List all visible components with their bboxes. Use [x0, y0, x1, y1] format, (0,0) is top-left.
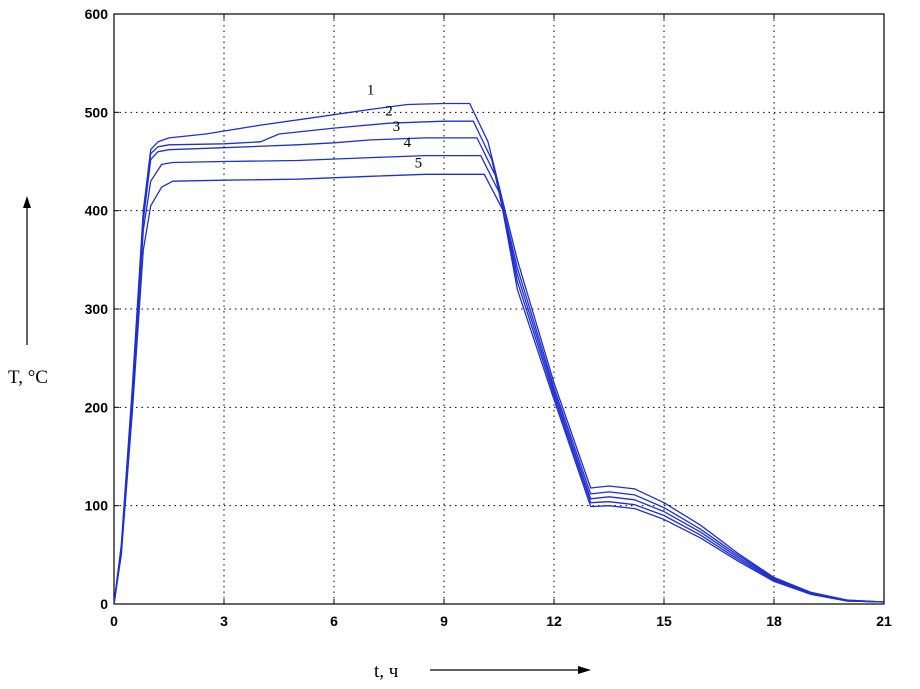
x-tick-label-0: 0: [110, 613, 118, 629]
x-tick-label-6: 6: [330, 613, 338, 629]
x-axis-arrow-head: [578, 666, 591, 674]
x-tick-label-9: 9: [440, 613, 448, 629]
y-tick-label-300: 300: [85, 301, 109, 317]
y-tick-label-100: 100: [85, 498, 109, 514]
y-tick-label-600: 600: [85, 6, 109, 22]
x-tick-label-12: 12: [546, 613, 562, 629]
series-label-1: 1: [367, 83, 375, 99]
y-tick-label-0: 0: [100, 596, 108, 612]
y-axis-label: T, °C: [8, 367, 48, 388]
series-line-2: [113, 120, 885, 605]
series-lines: [113, 102, 885, 605]
y-axis-arrow-head: [23, 196, 31, 208]
series-line-1: [113, 102, 885, 605]
x-tick-label-18: 18: [766, 613, 782, 629]
y-tick-label-500: 500: [85, 104, 109, 120]
x-tick-label-15: 15: [656, 613, 672, 629]
series-label-5: 5: [415, 155, 423, 171]
y-tick-label-400: 400: [85, 203, 109, 219]
x-axis-label: t, ч: [374, 661, 399, 682]
series-line-5: [113, 173, 885, 605]
x-tick-labels: 0 3 6 9 12 15 18 21: [110, 14, 892, 629]
series-line-4: [113, 154, 885, 605]
series-label-2: 2: [385, 103, 393, 119]
series-line-3: [113, 137, 885, 605]
x-tick-label-21: 21: [876, 613, 892, 629]
y-axis-label-group: T, °C: [8, 196, 48, 388]
y-tick-label-200: 200: [85, 399, 109, 415]
series-label-3: 3: [393, 119, 401, 135]
x-axis-label-group: t, ч: [374, 661, 591, 682]
grid: [114, 14, 884, 604]
x-tick-label-3: 3: [220, 613, 228, 629]
series-label-4: 4: [404, 135, 412, 151]
y-tick-labels: 0 100 200 300 400 500 600: [85, 6, 884, 612]
